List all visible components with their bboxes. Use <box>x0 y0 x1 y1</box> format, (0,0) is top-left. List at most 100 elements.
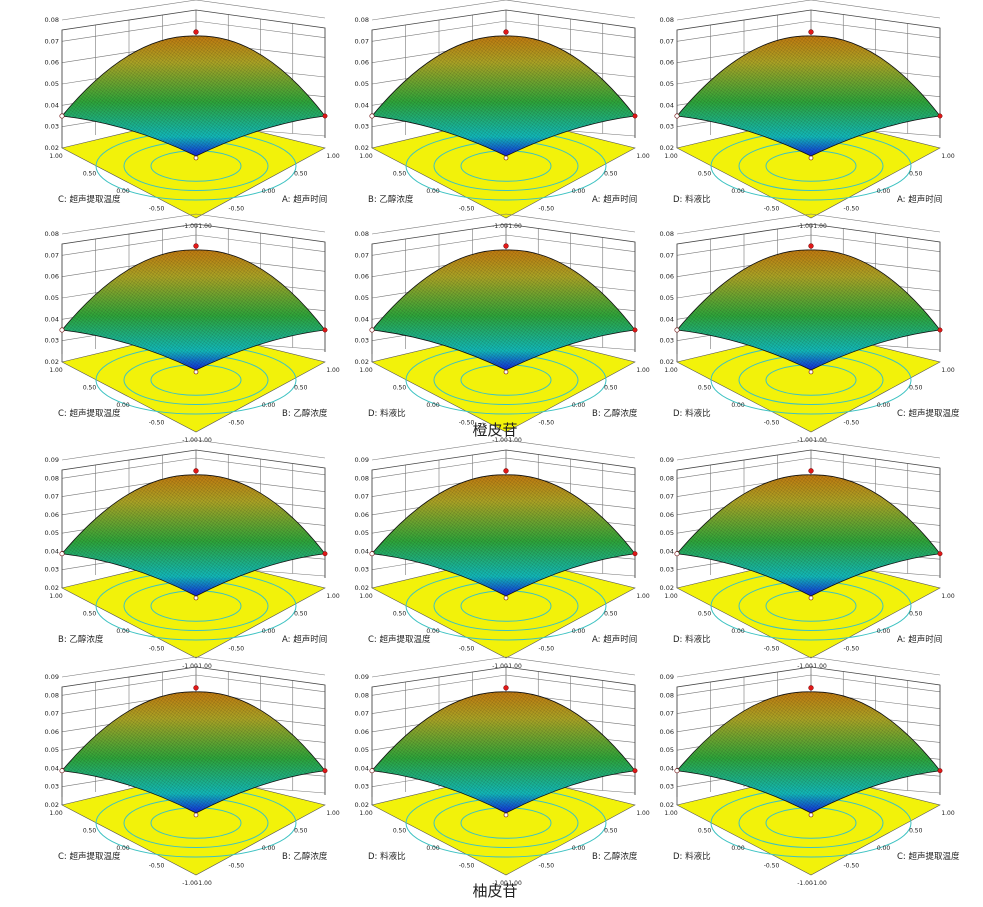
design-point <box>674 768 680 774</box>
y-tick-label: 0.00 <box>116 628 130 635</box>
design-point <box>632 327 638 333</box>
y-tick-label: -0.50 <box>149 646 165 653</box>
design-point <box>59 768 65 774</box>
x-tick-label: -0.50 <box>538 206 554 213</box>
y-axis-label: B: 乙醇浓度 <box>58 634 104 645</box>
z-tick-label: 0.02 <box>355 144 369 152</box>
surface-panel: 0.02 0.03 0.04 0.05 0.06 0.07 0.08 0.09 1.00 0.50… <box>45 439 340 670</box>
x-axis-label: A: 超声时间 <box>897 634 942 645</box>
surface-panel: 0.02 0.03 0.04 0.05 0.06 0.07 0.08 1.00 0.50 0.00… <box>355 213 650 444</box>
y-tick-label: -1.00 <box>182 223 198 230</box>
y-tick-label: -1.00 <box>182 437 198 444</box>
x-axis-label: B: 乙醇浓度 <box>282 851 328 862</box>
z-tick-label: 0.06 <box>45 511 59 519</box>
x-axis-label: C: 超声提取温度 <box>897 851 960 862</box>
x-tick-label: 1.00 <box>326 593 340 600</box>
y-tick-label: 0.50 <box>698 171 712 178</box>
y-tick-label: -0.50 <box>459 646 475 653</box>
design-point <box>59 113 65 119</box>
z-tick-label: 0.06 <box>355 59 369 67</box>
plot-box <box>676 666 941 805</box>
z-tick-label: 0.07 <box>660 493 674 501</box>
y-tick-label: 0.50 <box>393 611 407 618</box>
z-tick-label: 0.07 <box>355 710 369 718</box>
x-tick-label: 0.00 <box>877 188 891 195</box>
y-tick-label: 0.00 <box>116 402 130 409</box>
x-tick-label: 0.00 <box>877 845 891 852</box>
z-tick-label: 0.05 <box>660 746 674 754</box>
y-tick-label: 0.00 <box>426 628 440 635</box>
z-tick-label: 0.06 <box>45 728 59 736</box>
z-tick-label: 0.09 <box>355 456 369 464</box>
z-tick-label: 0.03 <box>660 337 674 345</box>
surface-mesh <box>677 249 940 370</box>
z-tick-label: 0.08 <box>355 691 369 699</box>
y-tick-label: -0.50 <box>459 420 475 427</box>
z-tick-label: 0.05 <box>355 80 369 88</box>
z-tick-label: 0.09 <box>355 673 369 681</box>
wall-gridline <box>676 656 941 678</box>
y-axis-label: D: 料液比 <box>673 408 711 419</box>
x-tick-label: 0.00 <box>572 402 586 409</box>
x-tick-label: 0.50 <box>909 385 923 392</box>
z-tick-label: 0.05 <box>45 529 59 537</box>
z-tick-label: 0.02 <box>355 358 369 366</box>
design-point <box>59 327 65 333</box>
surface-panel: 0.02 0.03 0.04 0.05 0.06 0.07 0.08 0.09 1.00 0.50… <box>45 656 340 887</box>
x-tick-label: 1.00 <box>326 153 340 160</box>
z-tick-label: 0.09 <box>660 673 674 681</box>
plot-box <box>676 9 941 148</box>
z-tick-label: 0.03 <box>355 566 369 574</box>
z-tick-label: 0.06 <box>45 59 59 67</box>
y-tick-label: -1.00 <box>492 223 508 230</box>
y-axis-label: C: 超声提取温度 <box>58 194 121 205</box>
wall-gridline <box>61 656 326 678</box>
plot-box <box>61 666 326 805</box>
wall-gridline <box>371 439 636 461</box>
design-point <box>632 551 638 557</box>
y-tick-label: -1.00 <box>797 437 813 444</box>
y-tick-label: 1.00 <box>664 593 678 600</box>
surface-panel: 0.02 0.03 0.04 0.05 0.06 0.07 0.08 0.09 1.00 0.50… <box>355 656 650 887</box>
x-tick-label: 1.00 <box>941 810 955 817</box>
y-tick-label: -1.00 <box>492 663 508 670</box>
y-tick-label: 0.00 <box>116 845 130 852</box>
z-tick-label: 0.05 <box>660 80 674 88</box>
z-tick-label: 0.06 <box>660 273 674 281</box>
design-point <box>322 113 328 119</box>
x-tick-label: 1.00 <box>941 153 955 160</box>
surface-panel: 0.02 0.03 0.04 0.05 0.06 0.07 0.08 1.00 0.50 0.00… <box>355 0 650 230</box>
y-tick-label: 0.00 <box>731 402 745 409</box>
z-tick-label: 0.04 <box>660 315 674 323</box>
surface-mesh <box>372 474 635 596</box>
z-tick-label: 0.04 <box>45 101 59 109</box>
y-tick-label: 0.50 <box>83 828 97 835</box>
y-tick-label: 0.00 <box>731 628 745 635</box>
z-tick-label: 0.05 <box>45 294 59 302</box>
z-tick-label: 0.08 <box>355 230 369 238</box>
design-point <box>503 595 509 601</box>
wall-gridline <box>676 213 941 235</box>
z-tick-label: 0.02 <box>355 584 369 592</box>
surface-panel: 0.02 0.03 0.04 0.05 0.06 0.07 0.08 0.09 1.00 0.50… <box>355 439 650 670</box>
x-tick-label: 0.00 <box>262 845 276 852</box>
design-point <box>369 113 375 119</box>
y-axis-label: C: 超声提取温度 <box>58 408 121 419</box>
z-tick-label: 0.07 <box>660 710 674 718</box>
y-tick-label: 0.00 <box>426 845 440 852</box>
x-tick-label: 1.00 <box>636 367 650 374</box>
y-tick-label: 0.00 <box>731 845 745 852</box>
z-tick-label: 0.08 <box>660 16 674 24</box>
y-tick-label: -0.50 <box>149 863 165 870</box>
z-tick-label: 0.05 <box>660 294 674 302</box>
x-tick-label: -0.50 <box>228 863 244 870</box>
design-point <box>808 595 814 601</box>
z-tick-label: 0.04 <box>660 764 674 772</box>
wall-gridline <box>371 0 636 21</box>
design-point <box>503 155 509 161</box>
design-point <box>808 468 814 474</box>
y-tick-label: 1.00 <box>664 810 678 817</box>
z-tick-label: 0.07 <box>660 37 674 45</box>
y-tick-label: 1.00 <box>359 593 373 600</box>
